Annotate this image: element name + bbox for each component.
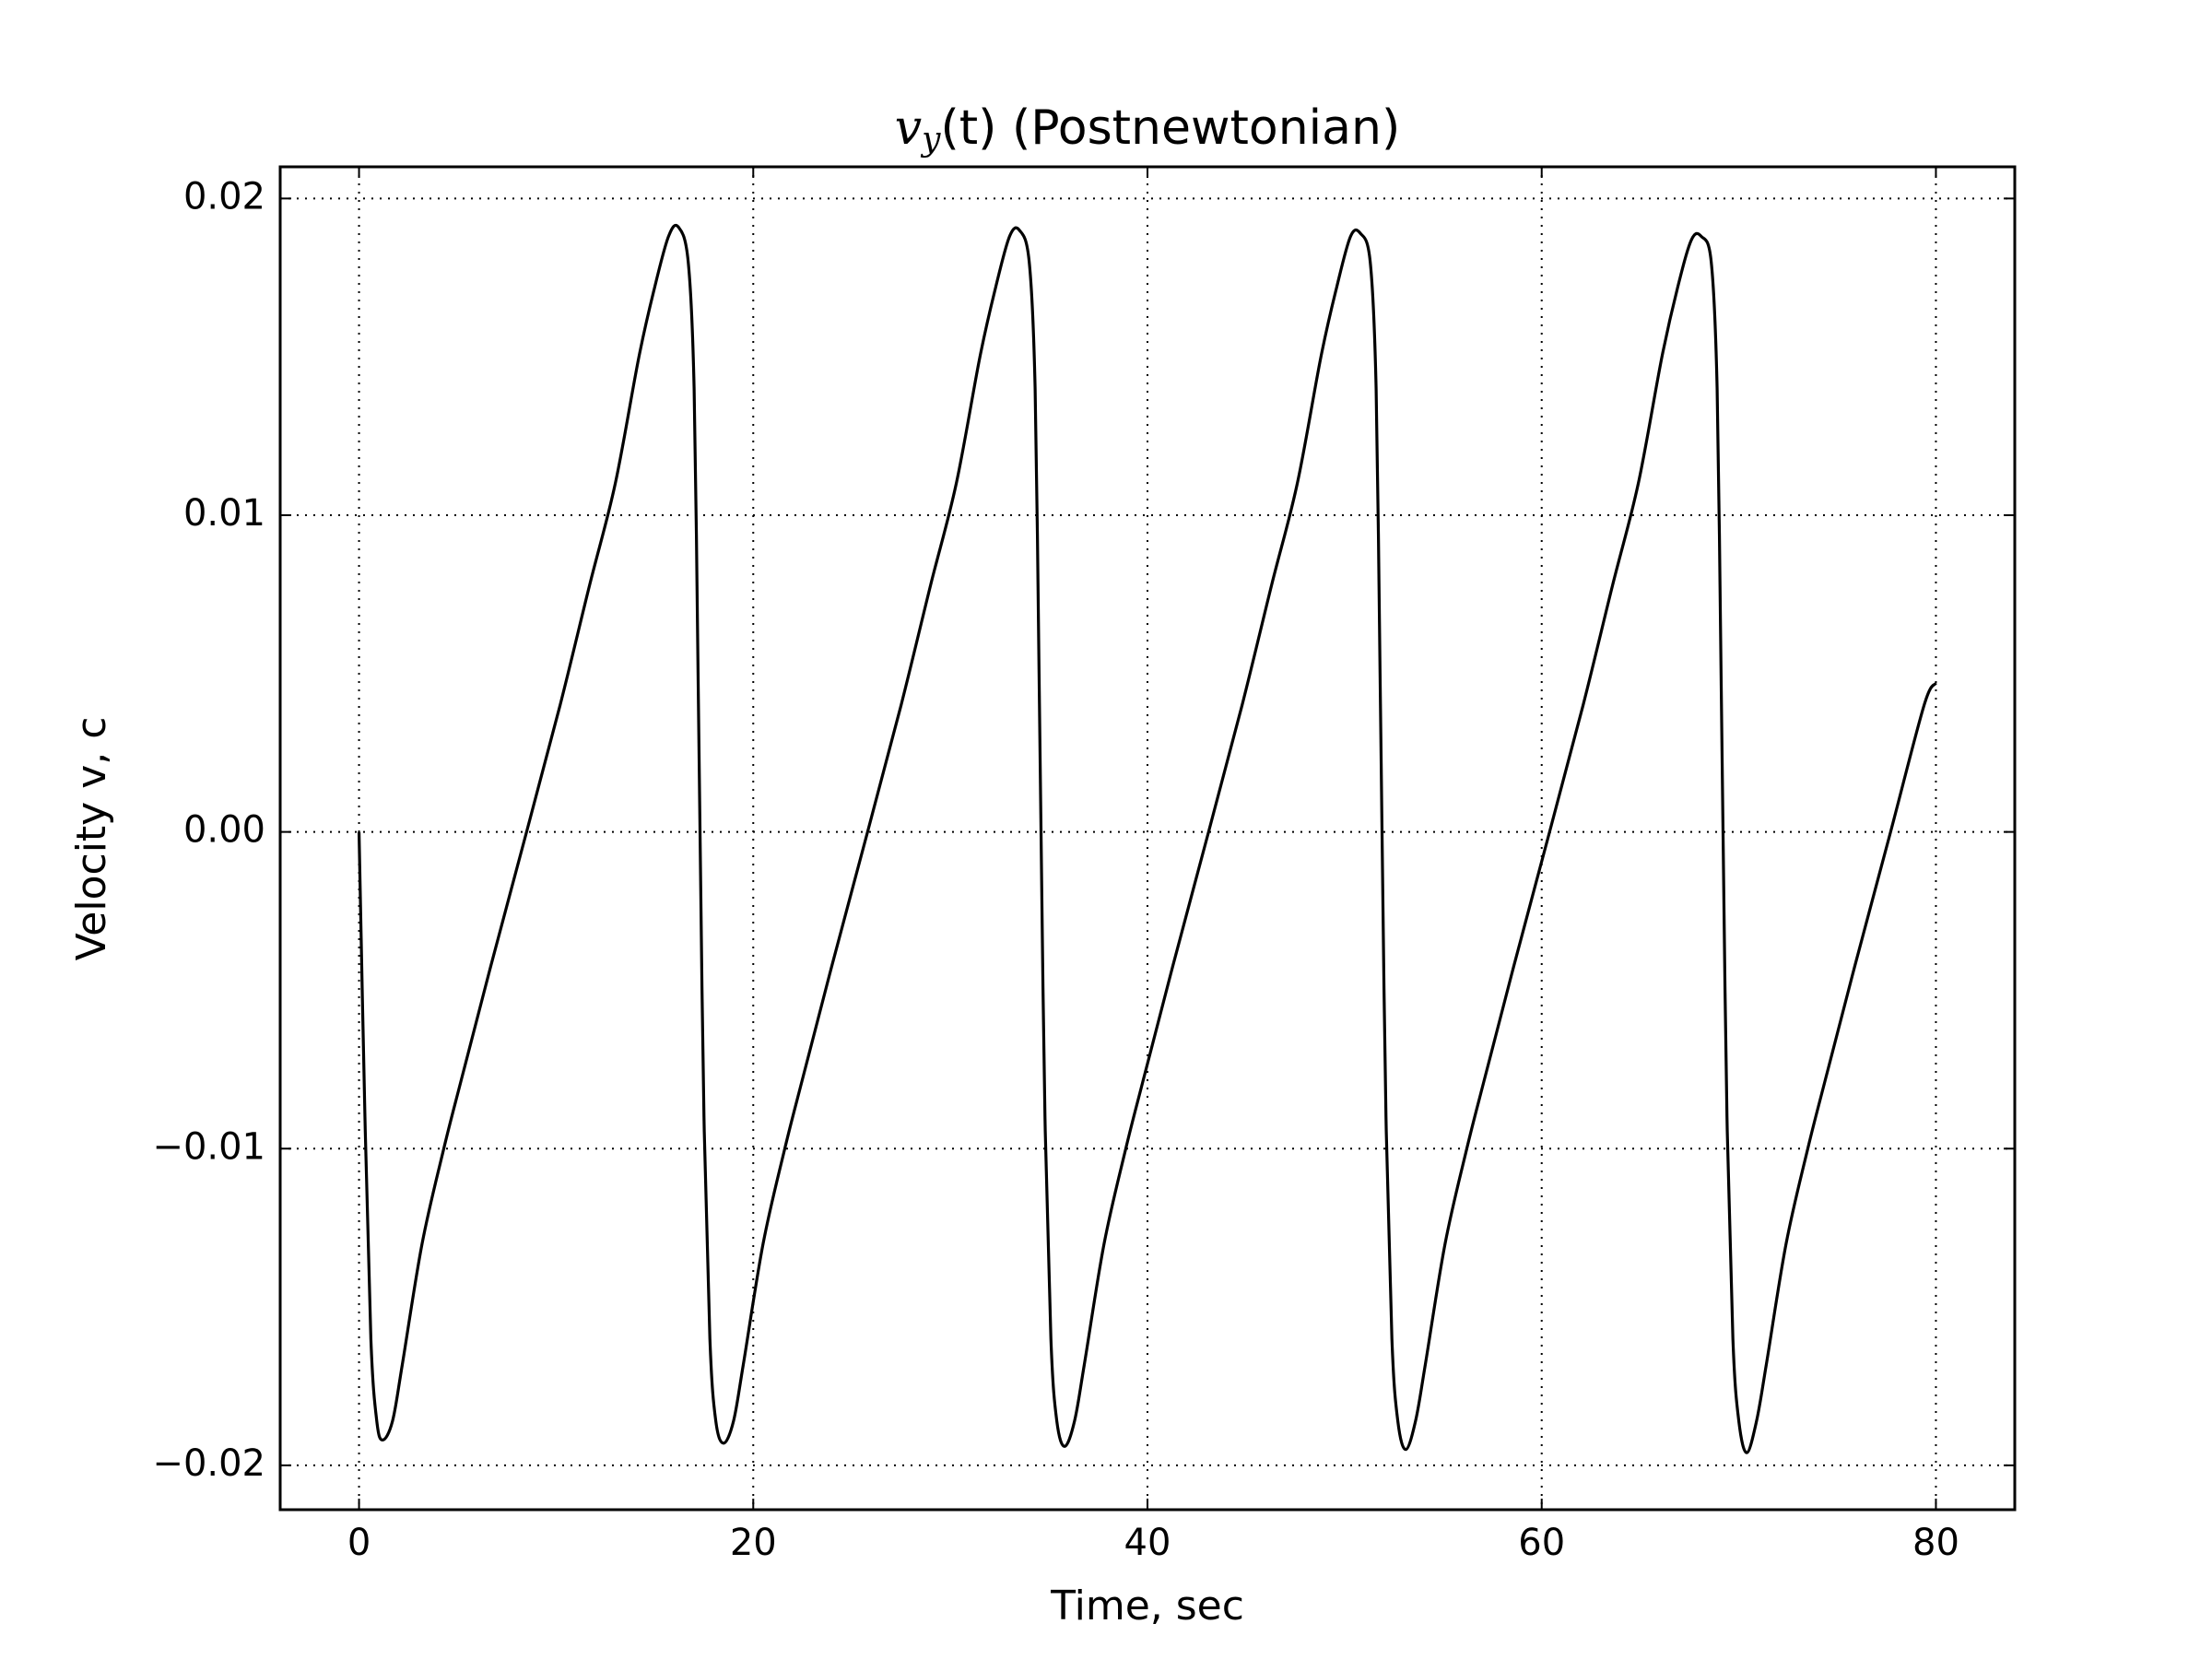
x-tick-label: 20 (730, 1522, 777, 1564)
x-tick-label: 60 (1518, 1522, 1565, 1564)
chart-title: vy(t) (Postnewtonian) (895, 100, 1401, 159)
plot-frame (278, 165, 2017, 1512)
x-axis-label: Time, sec (1050, 1583, 1244, 1630)
y-tick-label: −0.01 (152, 1125, 265, 1168)
x-tick-label: 80 (1912, 1522, 1959, 1564)
x-tick-label: 40 (1124, 1522, 1171, 1564)
y-tick-label: 0.02 (183, 175, 265, 218)
x-tick-label: 0 (347, 1522, 371, 1564)
y-tick-label: 0.00 (183, 809, 265, 852)
y-tick-label: −0.02 (152, 1442, 265, 1485)
y-tick-label: 0.01 (183, 492, 265, 535)
y-axis-label: Velocity v, c (68, 717, 115, 961)
data-line (357, 223, 1937, 1454)
